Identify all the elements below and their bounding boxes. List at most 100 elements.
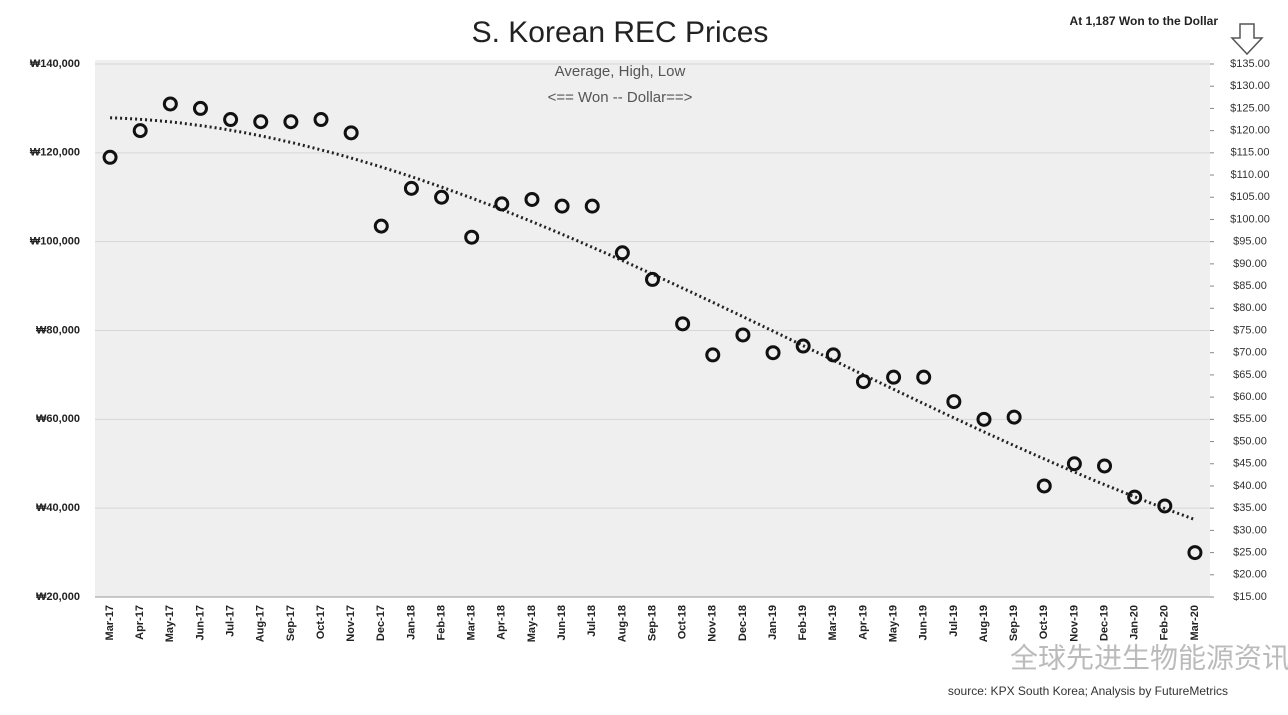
data-point: [373, 218, 389, 234]
data-point: [132, 123, 148, 139]
x-tick-label: Feb-20: [1159, 605, 1171, 640]
data-point: [735, 327, 751, 343]
y2-tick-label: $105.00: [1230, 191, 1270, 203]
data-point: [283, 114, 299, 130]
x-tick-label: Mar-17: [104, 605, 116, 640]
x-tick-label: Nov-19: [1068, 605, 1080, 642]
data-point: [1157, 498, 1173, 514]
y2-tick-label: $135.00: [1230, 58, 1270, 70]
y2-tick-label: $115.00: [1231, 147, 1270, 159]
y2-tick-label: $120.00: [1230, 125, 1270, 137]
data-point: [886, 369, 902, 385]
data-point: [765, 345, 781, 361]
y2-tick-label: $125.00: [1230, 102, 1270, 114]
source-note: source: KPX South Korea; Analysis by Fut…: [948, 684, 1228, 698]
x-tick-label: Jan-20: [1129, 605, 1141, 640]
axis-note: <== Won -- Dollar==>: [548, 89, 693, 106]
x-tick-label: Jan-18: [405, 605, 417, 640]
x-tick-label: Jun-19: [918, 605, 930, 640]
data-point: [675, 316, 691, 332]
y2-tick-label: $90.00: [1233, 258, 1267, 270]
x-tick-label: Aug-18: [616, 605, 628, 642]
x-tick-label: Jul-17: [225, 605, 237, 637]
data-point: [584, 198, 600, 214]
y2-tick-label: $85.00: [1233, 280, 1267, 292]
x-tick-label: Mar-19: [827, 605, 839, 640]
x-tick-label: May-18: [526, 605, 538, 642]
x-tick-label: Jul-18: [586, 605, 598, 637]
data-point: [645, 271, 660, 287]
y2-tick-label: $70.00: [1233, 347, 1267, 359]
plot-area: [95, 60, 1210, 597]
y2-tick-label: $110.00: [1231, 169, 1270, 181]
data-point: [223, 112, 239, 128]
x-tick-label: Sep-19: [1008, 605, 1020, 641]
data-point: [1036, 478, 1052, 494]
data-point: [795, 338, 811, 354]
data-point: [1127, 489, 1143, 505]
y2-tick-label: $80.00: [1233, 302, 1267, 314]
x-tick-label: Apr-18: [496, 605, 508, 640]
x-tick-label: Jan-19: [767, 605, 779, 640]
y-tick-label: ₩40,000: [36, 502, 80, 514]
x-tick-label: Mar-20: [1189, 605, 1201, 640]
x-tick-label: Dec-17: [375, 605, 387, 641]
y-tick-label: ₩60,000: [36, 413, 80, 425]
y2-tick-label: $130.00: [1230, 80, 1270, 92]
y2-tick-label: $95.00: [1233, 236, 1267, 248]
watermark: 全球先进生物能源资讯: [1010, 642, 1288, 673]
x-tick-label: Nov-17: [345, 605, 357, 642]
y2-tick-label: $25.00: [1233, 546, 1267, 558]
down-arrow: [1230, 23, 1264, 56]
data-point: [524, 191, 540, 207]
data-point: [343, 125, 359, 141]
x-tick-label: Jun-18: [556, 605, 568, 640]
x-tick-label: Jul-19: [948, 605, 960, 637]
x-tick-label: Dec-19: [1098, 605, 1110, 641]
data-point: [1097, 458, 1113, 474]
x-tick-label: Nov-18: [707, 605, 719, 642]
data-point: [162, 96, 178, 112]
data-point: [102, 149, 118, 165]
data-point: [403, 180, 419, 196]
y-tick-label: ₩20,000: [36, 591, 80, 603]
x-tick-label: Aug-17: [255, 605, 267, 642]
data-point: [916, 369, 932, 385]
y2-tick-label: $50.00: [1233, 435, 1267, 447]
y2-tick-label: $30.00: [1233, 524, 1267, 536]
y2-tick-label: $55.00: [1233, 413, 1267, 425]
x-tick-label: Oct-17: [315, 605, 327, 639]
data-point: [554, 198, 570, 214]
y2-tick-label: $20.00: [1233, 569, 1267, 581]
data-point: [494, 196, 510, 212]
y-tick-label: ₩120,000: [30, 147, 80, 159]
y2-tick-label: $15.00: [1233, 591, 1267, 603]
x-tick-label: Feb-18: [435, 605, 447, 640]
y-tick-label: ₩100,000: [30, 236, 80, 248]
x-tick-label: Oct-18: [677, 605, 689, 639]
data-point: [1006, 409, 1022, 425]
y-tick-label: ₩80,000: [36, 324, 80, 336]
data-point: [946, 394, 962, 410]
x-tick-label: Sep-18: [646, 605, 658, 641]
x-tick-label: Mar-18: [466, 605, 478, 640]
x-tick-label: Sep-17: [285, 605, 297, 641]
chart-title: S. Korean REC Prices: [472, 16, 769, 49]
y2-tick-label: $45.00: [1233, 458, 1267, 470]
data-point: [1187, 545, 1203, 561]
data-point: [1066, 456, 1082, 472]
x-tick-label: Jun-17: [194, 605, 206, 640]
y2-tick-label: $100.00: [1230, 213, 1270, 225]
data-point: [192, 100, 208, 116]
data-point: [614, 245, 630, 261]
x-tick-label: Apr-17: [134, 605, 146, 640]
x-tick-label: Apr-19: [857, 605, 869, 640]
y-tick-label: ₩140,000: [30, 58, 80, 70]
y2-tick-label: $40.00: [1233, 480, 1267, 492]
data-point: [855, 374, 871, 390]
y2-tick-label: $65.00: [1233, 369, 1267, 381]
subtitle: Average, High, Low: [555, 63, 686, 80]
data-point: [976, 411, 992, 427]
data-point: [825, 347, 841, 363]
